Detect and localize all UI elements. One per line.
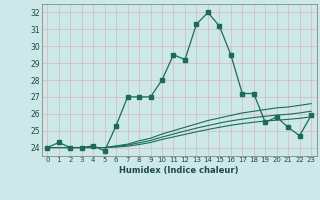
X-axis label: Humidex (Indice chaleur): Humidex (Indice chaleur) [119, 166, 239, 175]
